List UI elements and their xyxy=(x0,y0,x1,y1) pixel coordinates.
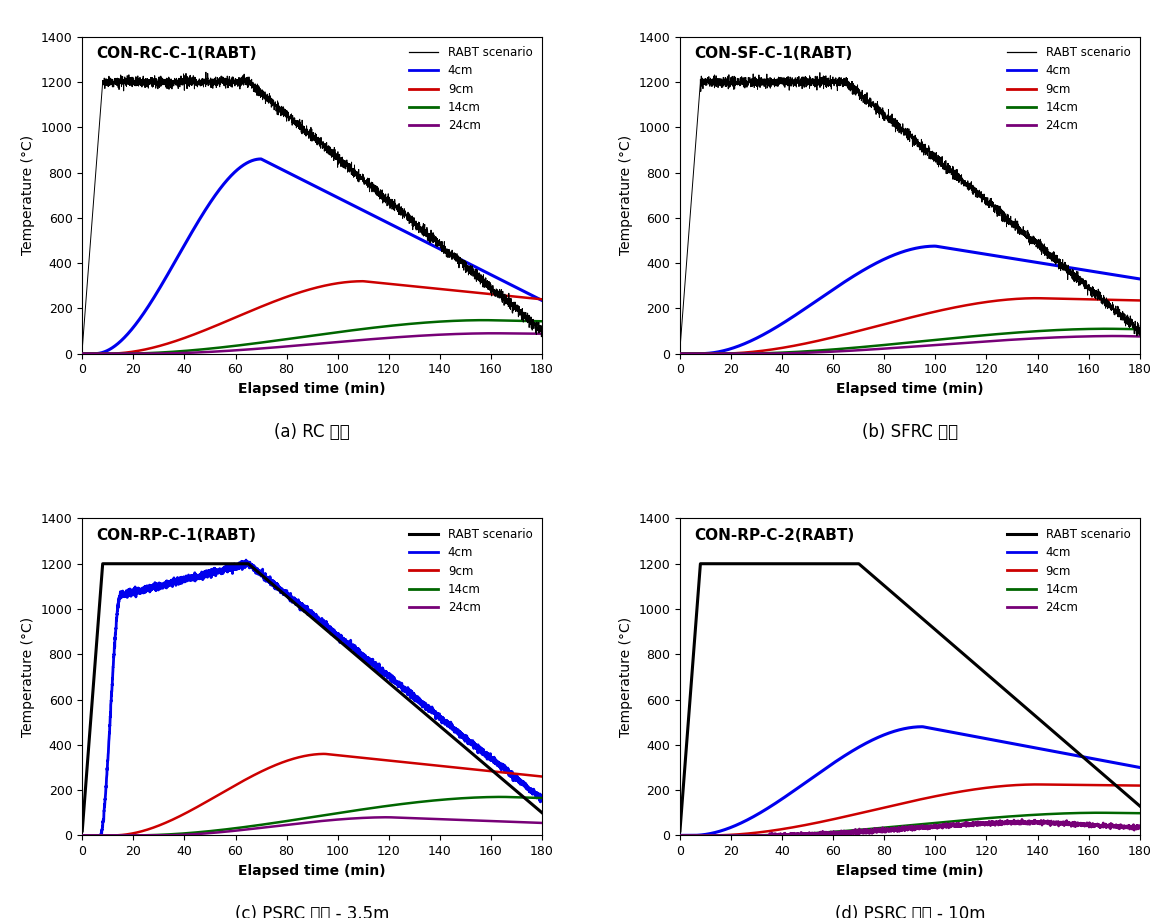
Text: CON-SF-C-1(RABT): CON-SF-C-1(RABT) xyxy=(693,46,852,62)
Text: CON-RP-C-1(RABT): CON-RP-C-1(RABT) xyxy=(96,528,256,543)
Legend: RABT scenario, 4cm, 9cm, 14cm, 24cm: RABT scenario, 4cm, 9cm, 14cm, 24cm xyxy=(405,524,536,618)
Text: (b) SFRC 시편: (b) SFRC 시편 xyxy=(861,423,958,442)
Legend: RABT scenario, 4cm, 9cm, 14cm, 24cm: RABT scenario, 4cm, 9cm, 14cm, 24cm xyxy=(405,42,536,136)
X-axis label: Elapsed time (min): Elapsed time (min) xyxy=(837,382,983,396)
X-axis label: Elapsed time (min): Elapsed time (min) xyxy=(837,864,983,878)
X-axis label: Elapsed time (min): Elapsed time (min) xyxy=(239,382,385,396)
Y-axis label: Temperature (°C): Temperature (°C) xyxy=(619,617,633,737)
Y-axis label: Temperature (°C): Temperature (°C) xyxy=(619,135,633,255)
Legend: RABT scenario, 4cm, 9cm, 14cm, 24cm: RABT scenario, 4cm, 9cm, 14cm, 24cm xyxy=(1003,42,1134,136)
X-axis label: Elapsed time (min): Elapsed time (min) xyxy=(239,864,385,878)
Y-axis label: Temperature (°C): Temperature (°C) xyxy=(21,135,35,255)
Legend: RABT scenario, 4cm, 9cm, 14cm, 24cm: RABT scenario, 4cm, 9cm, 14cm, 24cm xyxy=(1003,524,1134,618)
Text: (c) PSRC 시편 - 3.5m: (c) PSRC 시편 - 3.5m xyxy=(235,905,389,918)
Text: (a) RC 시편: (a) RC 시편 xyxy=(274,423,350,442)
Y-axis label: Temperature (°C): Temperature (°C) xyxy=(21,617,35,737)
Text: CON-RP-C-2(RABT): CON-RP-C-2(RABT) xyxy=(693,528,854,543)
Text: CON-RC-C-1(RABT): CON-RC-C-1(RABT) xyxy=(96,46,256,62)
Text: (d) PSRC 시편 - 10m: (d) PSRC 시편 - 10m xyxy=(834,905,985,918)
